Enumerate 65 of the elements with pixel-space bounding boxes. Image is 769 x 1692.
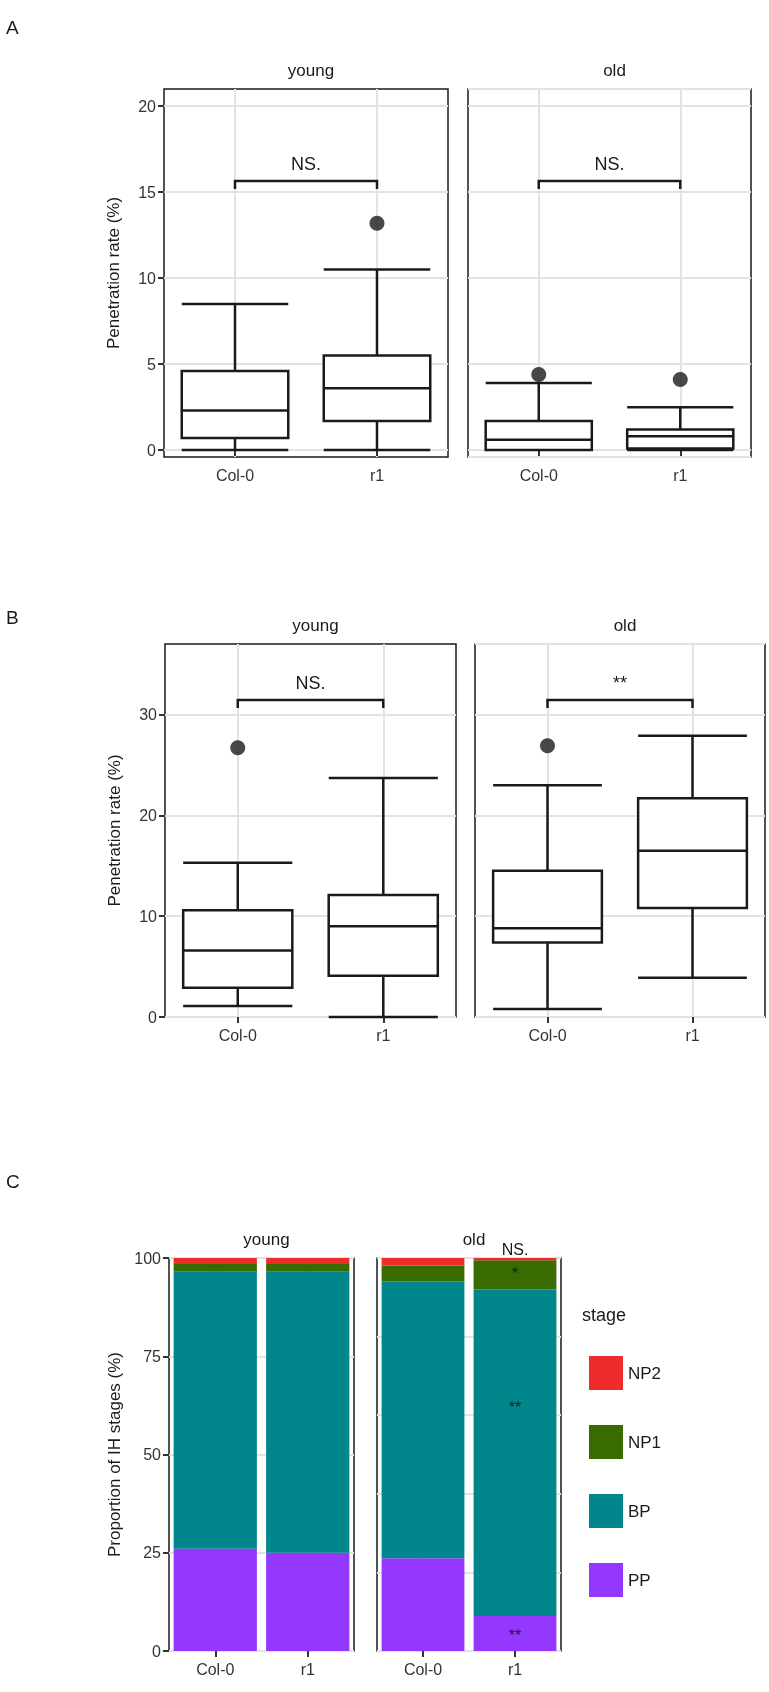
bar (266, 1552, 350, 1651)
bar (173, 1263, 257, 1272)
bar (473, 1616, 557, 1651)
x-tick-label: Col-0 (519, 466, 558, 484)
chart-title: old (613, 616, 637, 635)
bar (266, 1271, 350, 1553)
bar (266, 1263, 350, 1272)
text: A (6, 17, 19, 38)
y-tick-label: 0 (152, 1642, 162, 1660)
x-tick-label: r1 (300, 1660, 315, 1678)
annotation: ** (612, 672, 628, 693)
y-tick-label: 15 (138, 183, 157, 201)
y-tick-label: 100 (134, 1249, 162, 1267)
x-tick-label: r1 (507, 1660, 523, 1678)
y-tick-label: 10 (138, 269, 157, 287)
y-tick-label: 0 (148, 1008, 158, 1026)
bar (173, 1258, 257, 1264)
x-tick-label: r1 (369, 466, 385, 484)
y-tick-label: 75 (143, 1347, 162, 1365)
legend-label: NP1 (628, 1432, 662, 1452)
text: C (6, 1171, 20, 1192)
y-axis-title: Penetration rate (%) (105, 754, 124, 907)
legend-label: BP (628, 1501, 651, 1521)
y-tick-label: 50 (143, 1446, 162, 1463)
x-tick-label: Col-0 (528, 1026, 567, 1044)
chart-title: old (603, 61, 626, 80)
annotation: ** (508, 1626, 522, 1644)
annotation: NS. (290, 154, 322, 174)
chart-title: old (462, 1230, 486, 1249)
legend-label: PP (628, 1570, 651, 1590)
bar (266, 1258, 350, 1264)
x-tick-label: Col-0 (218, 1026, 257, 1044)
bar (381, 1258, 465, 1266)
y-tick-label: 20 (139, 806, 158, 824)
y-tick-label: 5 (147, 355, 157, 373)
annotation: NS. (594, 154, 625, 174)
x-tick-label: r1 (673, 466, 688, 484)
chart-title: young (243, 1230, 290, 1249)
bar (381, 1281, 465, 1559)
y-tick-label: 30 (139, 706, 158, 724)
annotation: * (511, 1265, 519, 1283)
annotation: NS. (295, 672, 326, 693)
chart-title: young (287, 61, 335, 80)
x-tick-label: r1 (376, 1026, 391, 1044)
legend-label: NP2 (628, 1363, 662, 1383)
bar (381, 1265, 465, 1282)
y-tick-label: 10 (139, 907, 158, 925)
bar (173, 1271, 257, 1549)
chart-title: young (292, 616, 339, 635)
x-tick-label: r1 (685, 1026, 700, 1044)
y-axis-title: Proportion of IH stages (%) (105, 1351, 125, 1558)
x-tick-label: Col-0 (403, 1660, 443, 1678)
y-tick-label: 25 (143, 1544, 162, 1562)
text: B (6, 607, 19, 628)
y-tick-label: 20 (138, 97, 157, 115)
bar (381, 1558, 465, 1651)
bar (173, 1548, 257, 1651)
x-tick-label: Col-0 (215, 466, 255, 484)
y-axis-title: Penetration rate (%) (104, 196, 123, 350)
text: NS. (501, 1240, 529, 1258)
bar (473, 1260, 557, 1290)
y-tick-label: 0 (147, 441, 157, 459)
x-tick-label: Col-0 (196, 1660, 235, 1678)
annotation: ** (508, 1398, 522, 1416)
legend-title: stage (582, 1305, 627, 1325)
